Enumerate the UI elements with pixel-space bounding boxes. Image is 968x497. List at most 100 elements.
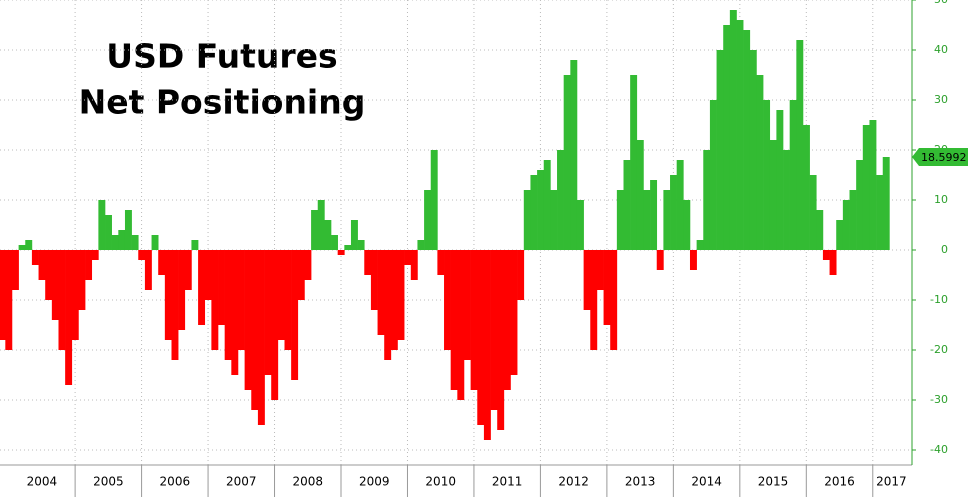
bar	[11, 250, 19, 290]
bar	[257, 250, 265, 425]
bar	[689, 250, 697, 270]
bar	[5, 250, 13, 350]
x-tick-label: 2011	[492, 475, 523, 489]
bar	[463, 250, 471, 360]
bar	[138, 250, 146, 260]
y-tick-label: -30	[930, 393, 948, 406]
bar	[158, 250, 166, 275]
y-tick-label: 40	[934, 43, 948, 56]
bar	[557, 150, 564, 250]
x-tick-label: 2014	[691, 475, 722, 489]
bar	[444, 250, 451, 350]
bar	[616, 190, 624, 250]
bar	[71, 250, 79, 340]
bar	[38, 250, 46, 280]
x-tick-label: 2009	[359, 475, 390, 489]
last-value-label: 18.5992	[921, 151, 967, 164]
bar	[643, 190, 651, 250]
bar	[756, 75, 764, 250]
bar	[105, 215, 112, 250]
bar	[523, 190, 531, 250]
bar	[543, 160, 551, 250]
y-tick-label: 50	[934, 0, 948, 6]
bar	[45, 250, 53, 300]
bar	[570, 60, 578, 250]
bar	[198, 250, 206, 325]
bar	[344, 245, 352, 250]
bar	[636, 140, 644, 250]
bar	[350, 220, 358, 250]
bar	[650, 180, 658, 250]
x-tick-label: 2006	[160, 475, 191, 489]
bar	[25, 240, 33, 250]
x-tick-label: 2010	[425, 475, 456, 489]
bar	[144, 250, 152, 290]
bar	[264, 250, 272, 375]
bar	[404, 250, 412, 265]
bar	[590, 250, 598, 350]
x-tick-label: 2017	[876, 475, 907, 489]
bar	[876, 175, 884, 250]
bar	[743, 30, 751, 250]
bar	[829, 250, 837, 275]
bar	[869, 120, 877, 250]
chart-title: USD Futures	[106, 37, 337, 76]
bar	[789, 100, 797, 250]
bar	[729, 10, 737, 250]
bar	[430, 150, 438, 250]
bar	[530, 175, 538, 250]
bar	[291, 250, 299, 380]
x-tick-label: 2012	[558, 475, 589, 489]
bar	[563, 75, 571, 250]
bar	[776, 110, 784, 250]
bar	[65, 250, 73, 385]
bar	[497, 250, 505, 430]
bar	[450, 250, 458, 390]
bar	[251, 250, 259, 410]
bar	[58, 250, 66, 350]
bar	[723, 25, 731, 250]
bar	[836, 220, 844, 250]
bar	[809, 175, 817, 250]
bar	[510, 250, 518, 375]
bar	[118, 230, 126, 250]
bar	[218, 250, 225, 325]
bar	[364, 250, 372, 275]
bar	[357, 240, 365, 250]
bar	[0, 250, 6, 340]
bar	[537, 170, 545, 250]
bar	[244, 250, 252, 390]
bar	[783, 150, 790, 250]
bar	[131, 235, 139, 250]
bar	[517, 250, 525, 300]
bar	[237, 250, 245, 350]
bar	[18, 245, 26, 250]
bar	[437, 250, 445, 275]
bar	[390, 250, 398, 350]
bar	[696, 240, 704, 250]
bar	[224, 250, 232, 360]
bar	[111, 235, 119, 250]
bar	[151, 235, 159, 250]
y-tick-label: -20	[930, 343, 948, 356]
bar	[683, 200, 691, 250]
bar	[816, 210, 824, 250]
bar	[623, 160, 631, 250]
x-tick-label: 2015	[758, 475, 789, 489]
bar	[297, 250, 305, 300]
bar	[842, 200, 850, 250]
x-tick-label: 2005	[93, 475, 124, 489]
bar	[397, 250, 405, 340]
bar	[277, 250, 285, 340]
bar	[822, 250, 830, 260]
y-tick-label: 10	[934, 193, 948, 206]
x-tick-label: 2016	[824, 475, 855, 489]
bar	[763, 100, 771, 250]
bar	[171, 250, 179, 360]
chart-title: Net Positioning	[79, 83, 366, 122]
bar	[670, 175, 677, 250]
bar	[610, 250, 618, 350]
bar	[483, 250, 491, 440]
bar	[370, 250, 378, 310]
